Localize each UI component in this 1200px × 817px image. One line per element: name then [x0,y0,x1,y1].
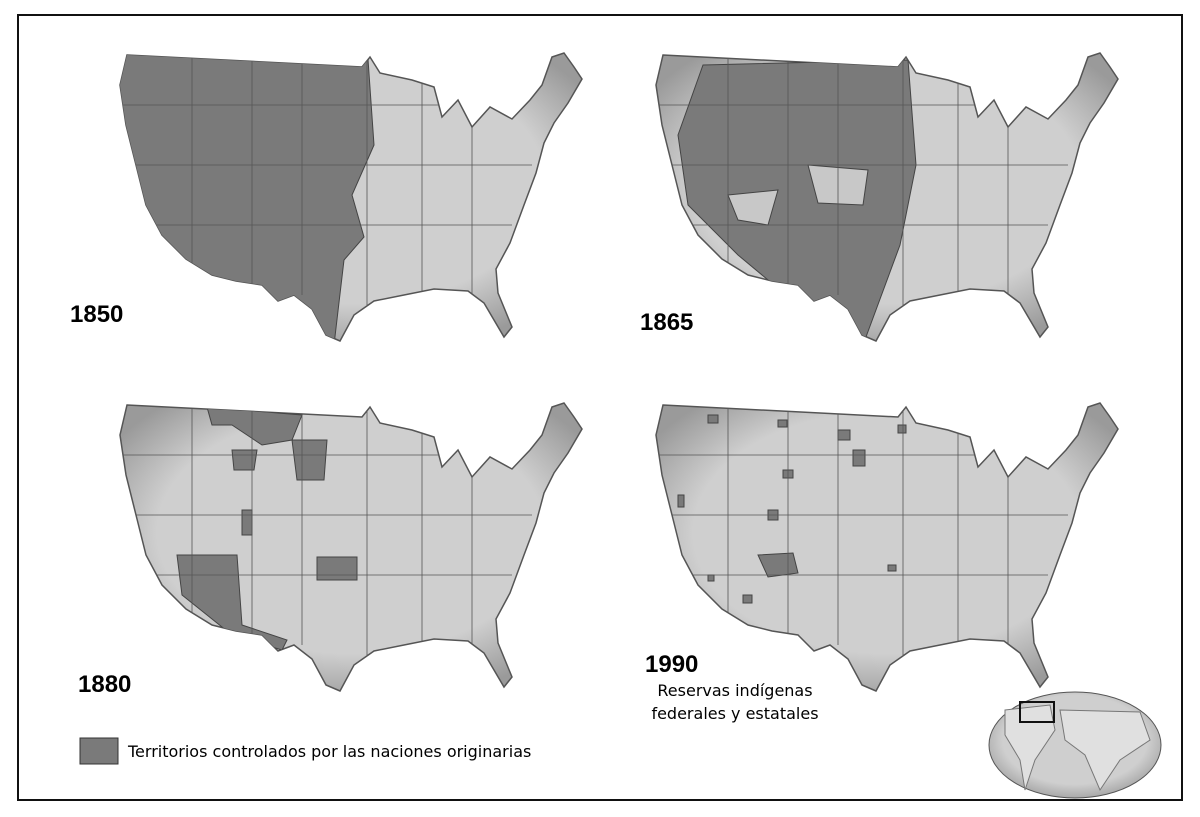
map-1865 [655,52,1119,342]
us-outline [655,402,1119,692]
state-lines [656,53,1068,305]
controlled-territory [176,406,358,651]
state-lines [656,403,1068,655]
controlled-territory [120,53,375,341]
map-1850 [119,52,583,342]
map-1880 [119,402,583,692]
year-label: 1990 [645,651,698,678]
year-label: 1880 [78,671,131,698]
us-outline [119,402,583,692]
state-lines [120,403,532,655]
legend-swatch [79,737,119,765]
frame [17,14,1183,801]
note-line: federales y estatales [651,704,818,723]
map-1990 [655,402,1119,692]
year-label: 1865 [640,309,693,336]
legend-label: Territorios controlados por las naciones… [127,742,531,761]
world-inset [988,691,1162,799]
state-lines [120,53,532,305]
year-label: 1850 [70,301,123,328]
note-line: Reservas indígenas [657,681,812,700]
